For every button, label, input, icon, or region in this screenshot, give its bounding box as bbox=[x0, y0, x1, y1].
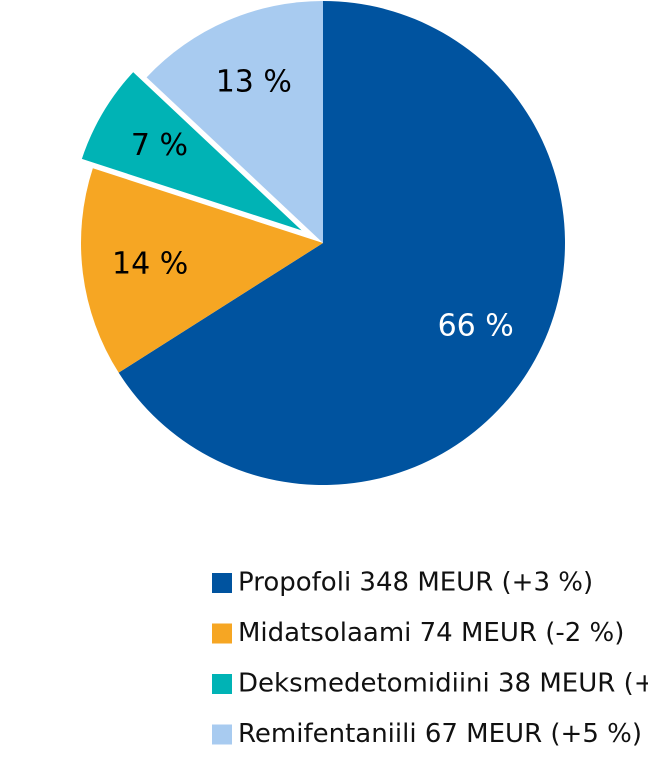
pie-slice bbox=[76, 66, 311, 237]
legend-label: Midatsolaami 74 MEUR (-2 %) bbox=[238, 618, 624, 648]
pie-slice bbox=[118, 1, 566, 486]
legend-label: Propofoli 348 MEUR (+3 %) bbox=[238, 568, 593, 598]
slice-label: 66 % bbox=[438, 308, 514, 343]
legend-swatch bbox=[212, 573, 232, 593]
legend-swatch bbox=[212, 674, 232, 694]
slice-label: 13 % bbox=[216, 65, 292, 100]
pie-slice bbox=[81, 168, 324, 373]
legend-swatch bbox=[212, 724, 232, 745]
slice-label: 14 % bbox=[112, 246, 188, 281]
legend-swatch bbox=[212, 623, 232, 644]
legend-label: Remifentaniili 67 MEUR (+5 %) bbox=[238, 719, 642, 749]
legend-label: Deksmedetomidiini 38 MEUR (+27 %) bbox=[238, 669, 648, 699]
slice-label: 7 % bbox=[131, 128, 188, 163]
pie-slice bbox=[146, 1, 323, 243]
